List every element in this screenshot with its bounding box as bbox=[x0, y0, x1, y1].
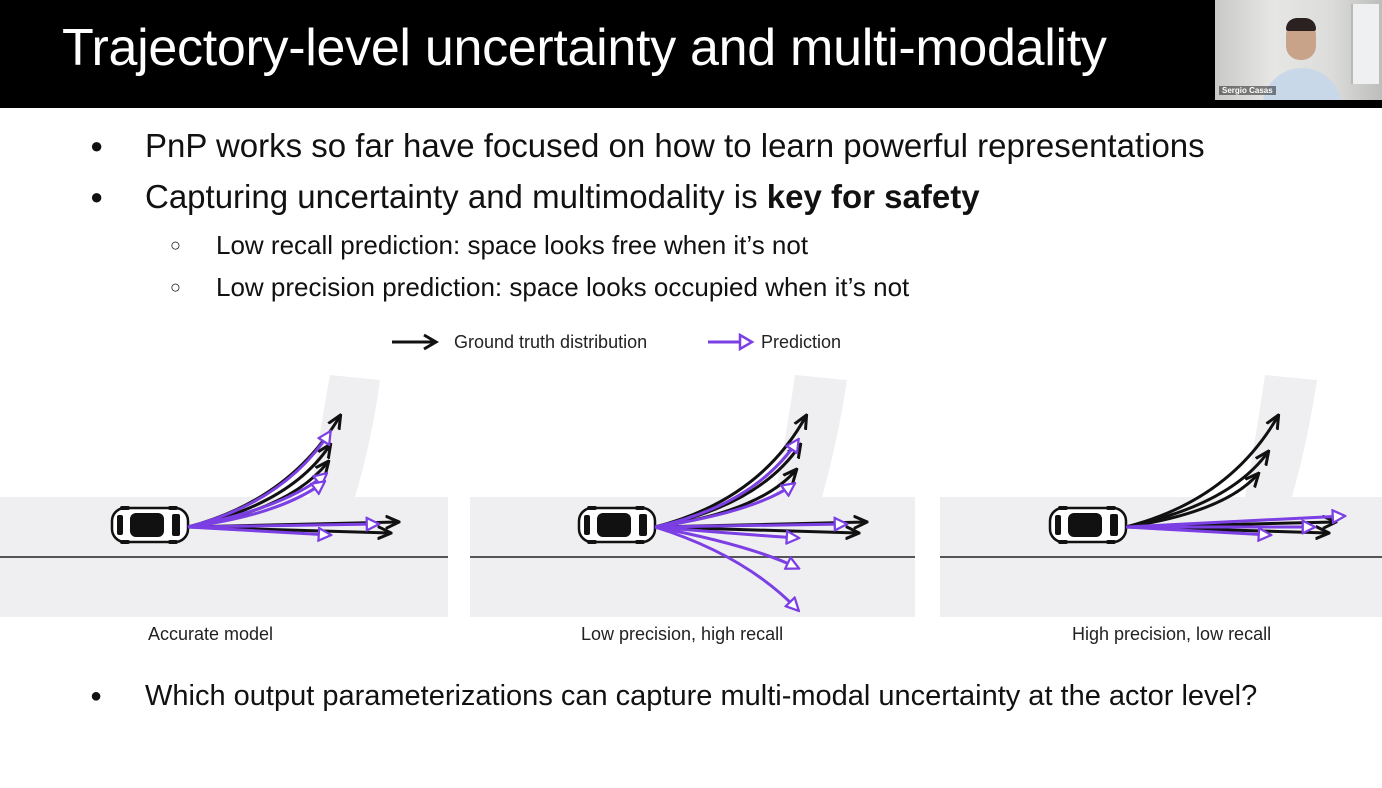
bullet-dot-icon: ● bbox=[90, 133, 104, 158]
car-top-view-icon bbox=[1048, 504, 1128, 546]
participant-video-tile[interactable]: Sergio Casas bbox=[1215, 0, 1382, 100]
panel-high-precision-low-recall bbox=[940, 375, 1382, 617]
bullet-2-bold-phrase: key for safety bbox=[766, 178, 980, 215]
purple-hollow-arrow-icon bbox=[708, 332, 755, 352]
car-top-view-icon bbox=[110, 504, 190, 546]
caption-high-precision: High precision, low recall bbox=[1072, 624, 1272, 644]
bullet-2-text: Capturing uncertainty and multimodality … bbox=[145, 177, 980, 217]
black-arrow-icon bbox=[392, 333, 439, 351]
video-window-element bbox=[1351, 4, 1379, 84]
title-bar: Trajectory-level uncertainty and multi-m… bbox=[0, 0, 1382, 108]
bullet-dot-icon: ● bbox=[90, 184, 104, 209]
sub-bullet-2-text: Low precision prediction: space looks oc… bbox=[216, 272, 910, 302]
sub-bullet-1-text: Low recall prediction: space looks free … bbox=[216, 230, 809, 260]
legend-prediction-label: Prediction bbox=[761, 332, 842, 352]
participant-hair bbox=[1286, 18, 1316, 31]
panel-low-precision-high-recall bbox=[470, 375, 915, 617]
slide-title: Trajectory-level uncertainty and multi-m… bbox=[62, 19, 1107, 77]
bullet-1-text: PnP works so far have focused on how to … bbox=[145, 127, 1205, 164]
bullet-2-prefix: Capturing uncertainty and multimodality … bbox=[145, 178, 767, 215]
caption-low-precision: Low precision, high recall bbox=[581, 624, 784, 644]
caption-accurate-model: Accurate model bbox=[148, 624, 274, 644]
trajectory-diagram bbox=[0, 375, 1382, 617]
sub-bullet-circle-icon: ○ bbox=[170, 235, 181, 255]
participant-name-label: Sergio Casas bbox=[1219, 86, 1276, 95]
panel-accurate-model bbox=[0, 375, 448, 617]
sub-bullet-circle-icon: ○ bbox=[170, 277, 181, 297]
legend-ground-truth-label: Ground truth distribution bbox=[454, 332, 648, 352]
bullet-3-text: Which output parameterizations can captu… bbox=[145, 680, 1258, 712]
road-turn bbox=[1245, 375, 1317, 497]
car-top-view-icon bbox=[577, 504, 657, 546]
bullet-dot-icon: ● bbox=[90, 685, 103, 707]
